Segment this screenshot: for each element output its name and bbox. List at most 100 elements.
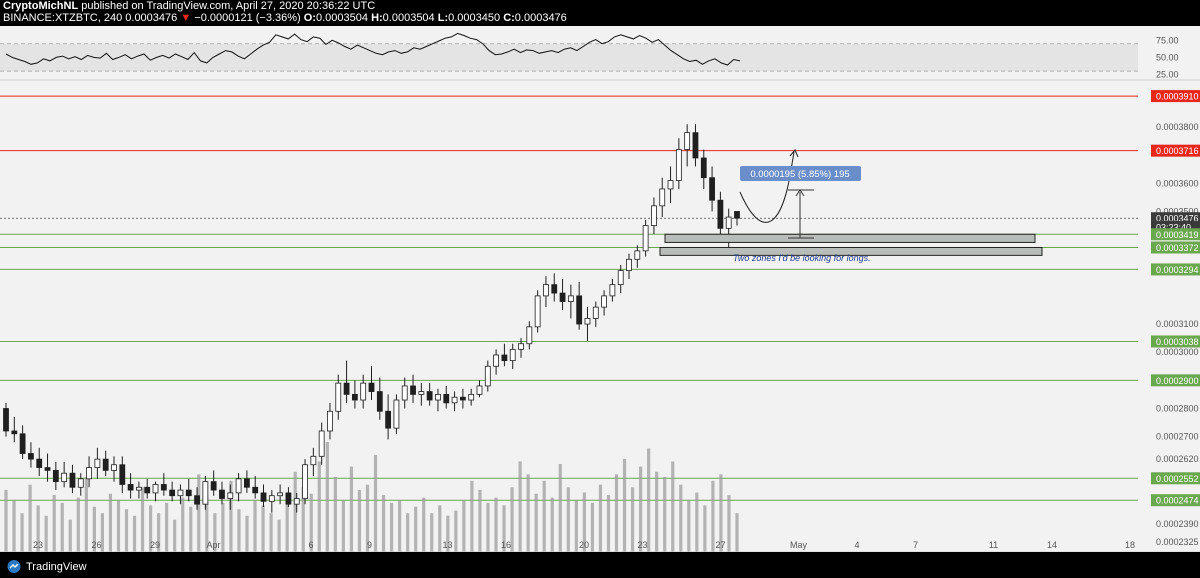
time-tick-label: 9	[367, 540, 372, 550]
candle	[293, 492, 300, 513]
tradingview-logo-icon[interactable]	[6, 560, 22, 576]
time-tick-label: Apr	[206, 540, 220, 550]
candle	[360, 374, 367, 409]
candle	[44, 453, 51, 482]
volume-bar	[502, 505, 506, 552]
volume-bar	[430, 513, 434, 552]
candle	[418, 383, 425, 406]
candle-body	[61, 472, 68, 483]
price-axis[interactable]: 0.0003800 0.0003600 0.0003500 0.0003100 0.00…	[1151, 90, 1200, 547]
candle	[127, 473, 134, 499]
candle-body	[459, 396, 466, 401]
candle-body	[219, 489, 225, 499]
time-tick-label: 18	[1125, 540, 1135, 550]
high-label: H:	[371, 12, 383, 24]
candle	[285, 487, 292, 507]
candle-body	[385, 410, 392, 429]
volume-bar	[510, 487, 514, 552]
candle	[318, 422, 325, 465]
candle-body	[584, 318, 591, 325]
volume-bar	[598, 484, 603, 552]
volume-bar	[486, 502, 490, 552]
candle	[734, 211, 740, 226]
volume-bar	[165, 502, 169, 552]
rsi-tick-label: 25.00	[1156, 70, 1179, 80]
volume-bar	[470, 480, 474, 552]
candle-body	[675, 149, 682, 181]
candle	[111, 456, 117, 482]
candle-body	[77, 478, 84, 488]
candle-body	[235, 478, 242, 494]
candle-body	[194, 495, 200, 505]
volume-bar	[365, 484, 370, 552]
candle-body	[302, 464, 308, 499]
candle-body	[659, 188, 666, 207]
volume-bar	[253, 500, 257, 552]
candle-body	[418, 391, 425, 395]
tradingview-brand[interactable]: TradingView	[26, 561, 87, 573]
volume-bar	[695, 492, 699, 552]
price-label-text: 03:23:40	[1156, 222, 1191, 232]
candle	[518, 338, 524, 358]
volume-bar	[317, 461, 321, 552]
volume-bar	[381, 495, 386, 552]
candle-body	[376, 391, 383, 412]
time-tick-label: 11	[989, 540, 998, 550]
price-tick-label: 0.0002620	[1156, 454, 1199, 464]
volume-bar	[494, 497, 498, 552]
candle	[717, 191, 724, 237]
candle-body	[626, 258, 632, 271]
candle	[335, 374, 342, 420]
candle-body	[44, 467, 51, 471]
header-author-line: CryptoMichNL published on TradingView.co…	[3, 0, 375, 12]
chart-footer: TradingView	[0, 556, 1200, 578]
rsi-panel[interactable]: 75.00 50.00 25.00	[0, 32, 1200, 81]
time-tick-label: 20	[579, 540, 589, 550]
candle	[385, 394, 392, 440]
low-value: 0.0003450	[448, 12, 501, 24]
candle	[185, 478, 192, 502]
candle-body	[227, 492, 234, 499]
chart-background	[0, 26, 1200, 552]
candle	[277, 484, 284, 505]
price-label-text: 0.0003372	[1156, 243, 1199, 253]
volume-bar	[28, 484, 32, 552]
measure-arrow-head	[795, 189, 805, 197]
measure-label: 0.0000195 (5.85%) 195	[750, 169, 849, 180]
volume-bar	[277, 519, 281, 552]
last-price: 0.0003476	[125, 12, 178, 24]
rsi-tick-label: 50.00	[1156, 52, 1179, 62]
candle-body	[526, 326, 533, 345]
volume-bar	[36, 505, 40, 552]
volume-bar	[711, 480, 715, 552]
candle	[526, 321, 533, 350]
volume-bar	[341, 500, 345, 552]
volume-bar	[446, 515, 450, 552]
candle	[634, 245, 641, 268]
candle-body	[252, 486, 259, 494]
published-info: published on TradingView.com, April 27, …	[81, 0, 376, 12]
candle	[77, 473, 84, 496]
time-tick-label: 7	[913, 540, 918, 550]
candle-body	[468, 393, 475, 401]
candle	[476, 380, 483, 398]
candle-body	[202, 481, 209, 505]
candle	[592, 301, 599, 327]
candle	[617, 264, 624, 294]
candle	[509, 343, 516, 370]
candle-body	[94, 458, 101, 468]
candle-body	[684, 132, 691, 150]
price-chart[interactable]: 75.00 50.00 25.00 0.0000195 (5.85%) 195 Two…	[0, 26, 1200, 553]
candle	[194, 487, 200, 510]
author-name[interactable]: CryptoMichNL	[3, 0, 79, 12]
candle-body	[518, 343, 524, 350]
volume-bar	[422, 497, 426, 552]
symbol-label[interactable]: BINANCE:XTZBTC, 240	[3, 12, 123, 24]
time-tick-label: 4	[854, 540, 859, 550]
time-tick-label: May	[790, 540, 808, 550]
time-tick-label: 26	[91, 540, 101, 550]
chart-area[interactable]: 75.00 50.00 25.00 0.0000195 (5.85%) 195 Two…	[0, 26, 1200, 553]
volume-bar	[261, 505, 265, 552]
price-tick-label: 0.0003500	[1156, 206, 1199, 216]
volume-bar	[189, 506, 193, 552]
